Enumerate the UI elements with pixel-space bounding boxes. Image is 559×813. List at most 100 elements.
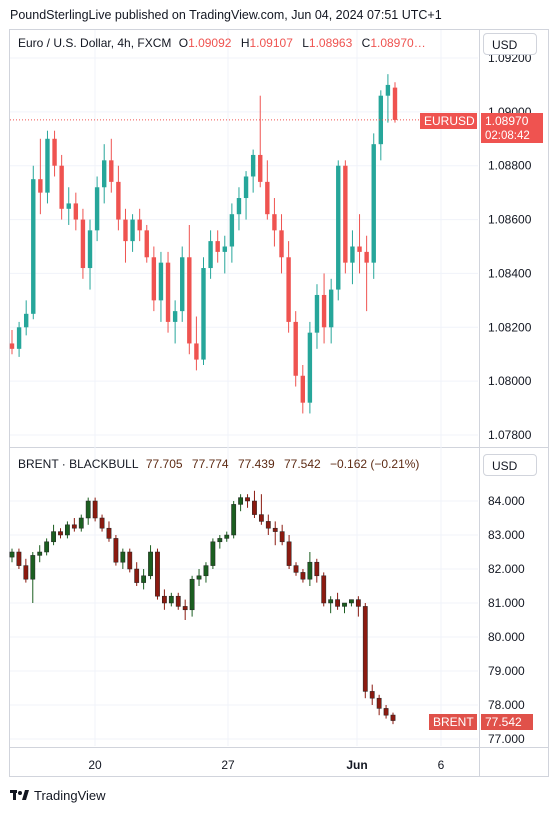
y-tick-label: 79.000 (488, 664, 525, 678)
pane-divider[interactable] (10, 447, 549, 448)
candle-body (172, 311, 178, 322)
ohlc-high: 1.09107 (249, 36, 293, 50)
candle-body (293, 565, 299, 573)
candle-body (73, 203, 79, 220)
eurusd-currency-button[interactable]: USD (483, 33, 537, 55)
y-tick-label: 78.000 (488, 698, 525, 712)
candle-body (215, 241, 220, 252)
candle-body (293, 321, 298, 376)
candle-body (66, 203, 71, 209)
candle-body (364, 251, 369, 263)
candle-body (314, 294, 320, 333)
candle-body (23, 565, 29, 580)
ohlc-close-label: C (361, 36, 371, 50)
candle-body (189, 578, 195, 611)
ohlc-high-label: H (240, 36, 250, 50)
eurusd-symbol-tag: EURUSD (420, 113, 477, 129)
candle-body (194, 343, 199, 360)
candle-body (392, 87, 398, 120)
candle-body (94, 187, 100, 231)
candle-body (376, 697, 382, 709)
candle-body (355, 599, 361, 607)
candle-body (343, 165, 348, 263)
candle-body (102, 160, 107, 188)
candle-body (238, 497, 243, 505)
candle-body (371, 144, 376, 263)
candle-body (243, 176, 249, 199)
brent-symbol-tag: BRENT (429, 714, 477, 730)
candle-body (87, 230, 93, 269)
candle-body (321, 294, 327, 328)
candle-body (52, 138, 57, 166)
brent-high: 77.774 (191, 457, 229, 471)
candle-body (201, 268, 206, 360)
candle-body (168, 595, 174, 604)
y-tick-label: 82.000 (488, 562, 525, 576)
candle-body (385, 84, 391, 96)
candle-body (328, 599, 334, 604)
candle-body (158, 262, 164, 301)
candle-body (59, 165, 64, 209)
candle-body (155, 551, 160, 597)
y-tick-label: 80.000 (488, 630, 525, 644)
candle-body (151, 257, 157, 301)
candle-body (357, 246, 362, 252)
candle-body (109, 160, 114, 182)
candle-body (210, 541, 216, 566)
candle-body (390, 714, 396, 721)
candle-body (106, 527, 112, 539)
candle-body (231, 504, 237, 536)
candle-body (162, 595, 167, 604)
candle-body (286, 541, 292, 566)
y-tick-label: 1.08800 (488, 159, 532, 173)
candle-body (203, 565, 209, 577)
candle-body (236, 198, 242, 215)
y-tick-label: 1.08200 (488, 320, 532, 334)
ohlc-low-label: L (302, 36, 309, 50)
candle-body (265, 181, 270, 215)
candle-body (116, 181, 121, 220)
candle-body (148, 551, 153, 577)
brent-open: 77.705 (145, 457, 183, 471)
candle-body (44, 541, 50, 553)
candle-body (71, 524, 77, 529)
candle-body (307, 561, 313, 580)
candle-body (123, 219, 128, 242)
candle-body (229, 214, 235, 247)
y-tick-label: 84.000 (488, 494, 525, 508)
candle-body (51, 531, 56, 543)
candle-body (30, 555, 36, 580)
brent-close: 77.542 (283, 457, 321, 471)
candle-body (362, 606, 368, 692)
candle-body (45, 138, 50, 193)
candle-body (245, 497, 250, 502)
candle-body (321, 575, 327, 604)
candle-body (272, 214, 277, 231)
candle-body (134, 568, 140, 583)
brent-last-price-tag: 77.542 (481, 714, 533, 730)
publish-header: PoundSterlingLive published on TradingVi… (10, 8, 442, 22)
y-tick-label: 77.000 (488, 732, 525, 746)
candle-body (383, 708, 389, 716)
candle-body (23, 313, 29, 328)
footer[interactable]: TradingView (10, 788, 106, 803)
brent-legend: BRENT · BLACKBULL 77.705 77.774 77.439 7… (18, 457, 425, 471)
candle-body (350, 246, 355, 263)
candle-body (208, 241, 213, 269)
brent-currency-button[interactable]: USD (483, 454, 537, 476)
candle-body (9, 551, 15, 558)
candle-body (144, 230, 149, 258)
candle-body (80, 219, 86, 269)
candle-body (300, 375, 305, 403)
candle-body (9, 343, 15, 349)
candle-body (137, 219, 142, 231)
y-tick-label: 1.08000 (488, 374, 532, 388)
candle-body (307, 332, 313, 403)
candle-body (252, 500, 257, 515)
candle-body (65, 524, 70, 536)
y-tick-label: 1.07800 (488, 428, 532, 442)
candle-body (272, 527, 278, 532)
candle-body (217, 538, 223, 543)
candle-body (141, 575, 147, 583)
